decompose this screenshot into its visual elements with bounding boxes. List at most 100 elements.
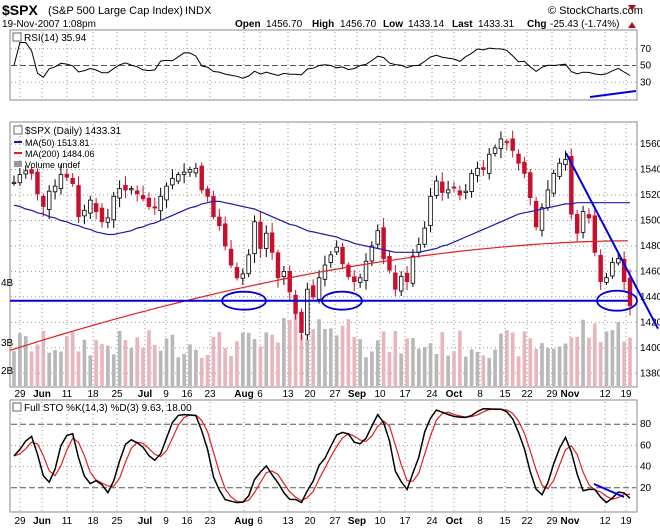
volume-bar (100, 344, 104, 386)
candle-body (23, 170, 28, 175)
volume-bar (147, 330, 151, 386)
volume-bar (575, 336, 580, 386)
collapse-arrow-icon[interactable] (628, 22, 636, 28)
volume-bar (229, 356, 233, 386)
volume-bar (323, 328, 327, 386)
candle-body (363, 260, 369, 282)
volume-bar (358, 339, 362, 386)
volume-bar (94, 339, 98, 386)
x-tick-label-bottom: 19 (620, 516, 632, 527)
volume-bar (481, 355, 486, 386)
candle-body (604, 277, 609, 283)
volume-bar (334, 335, 339, 386)
volume-bar (387, 352, 392, 386)
sto-d-line (13, 408, 631, 503)
date-label: 19-Nov-2007 1:08pm (2, 19, 96, 30)
candle-body (440, 181, 445, 193)
x-tick-label-bottom: 22 (521, 516, 533, 527)
candle-body (563, 158, 568, 166)
candle-body (217, 216, 222, 226)
volume-bar (381, 331, 386, 386)
rsi-checkbox-icon[interactable] (12, 32, 22, 42)
candle-body (522, 161, 527, 174)
price-tick-label: 1420 (640, 317, 660, 328)
volume-bar (47, 352, 52, 386)
candle-body (99, 207, 105, 223)
ma50-label: MA(50) 1513.81 (25, 138, 90, 148)
high-value: 1456.70 (340, 19, 377, 30)
sto-legend: Full STO %K(14,3) %D(3) 9.63, 18.00 (12, 402, 192, 414)
candle-body (176, 174, 181, 182)
open-value: 1456.70 (266, 19, 303, 30)
price-tick-label: 1480 (640, 241, 660, 252)
volume-bar (434, 354, 439, 386)
candle-body (123, 184, 128, 191)
menu-arrow-icon[interactable] (628, 5, 636, 11)
candle-body (398, 276, 404, 292)
volume-bar (628, 337, 632, 386)
volume-bar (370, 351, 374, 386)
volume-bar (188, 344, 192, 386)
x-tick-label: Sep (348, 389, 366, 400)
volume-tick-label: 3B (1, 338, 14, 349)
annotations (10, 90, 659, 498)
candle-body (152, 206, 158, 209)
candle-body (299, 311, 304, 333)
volume-bar (317, 319, 321, 386)
volume-bar (35, 344, 40, 386)
candle-body (528, 172, 533, 198)
candle-body (322, 264, 328, 280)
candle-body (275, 252, 281, 279)
candle-body (580, 211, 586, 233)
x-tick-label-bottom: 15 (499, 516, 511, 527)
volume-bar (258, 346, 263, 386)
candle-body (58, 174, 64, 190)
x-tick-label: Jun (33, 389, 51, 400)
rsi-level-label: 70 (640, 44, 652, 55)
volume-bar (205, 354, 210, 386)
x-tick-label: Oct (446, 389, 463, 400)
x-tick-label-bottom: 23 (204, 516, 216, 527)
candle-body (117, 188, 122, 199)
volume-bar (364, 357, 368, 386)
sto-panel (9, 399, 638, 513)
volume-tick-label: 2B (1, 366, 14, 377)
sto-checkbox-icon[interactable] (12, 402, 22, 412)
candle-body (328, 254, 334, 263)
candle-body (357, 277, 363, 283)
volume-bar (41, 330, 46, 386)
volume-bar (469, 349, 474, 386)
x-tick-label-bottom: 29 (14, 516, 26, 527)
x-tick-label-bottom: Jun (33, 516, 51, 527)
volume-bar (340, 325, 345, 386)
volume-bar (106, 345, 110, 386)
volume-bar (328, 328, 333, 386)
candle-body (64, 173, 70, 178)
price-tick-label: 1500 (640, 215, 660, 226)
candle-body (340, 246, 345, 265)
volume-bar (123, 340, 128, 386)
candle-body (616, 258, 621, 264)
price-tick-label: 1460 (640, 266, 660, 277)
x-tick-label: 15 (499, 389, 511, 400)
candle-body (111, 195, 116, 221)
x-tick-label-bottom: 11 (62, 516, 73, 527)
price-checkbox-icon[interactable] (13, 125, 23, 135)
volume-bar (604, 331, 609, 386)
volume-bar (557, 346, 562, 386)
volume-bar (393, 330, 398, 386)
candle-body (264, 232, 269, 249)
volume-bar (422, 347, 427, 386)
candle-body (211, 196, 216, 218)
x-tick-label: 17 (399, 389, 411, 400)
candle-body (193, 167, 199, 174)
candle-body (158, 195, 163, 212)
candle-body (11, 181, 17, 184)
candle-body (551, 172, 556, 194)
volume-bar (240, 332, 245, 386)
volume-bar (264, 332, 269, 386)
volume-bar (346, 319, 351, 386)
candle-body (35, 171, 40, 195)
candle-body (516, 153, 521, 164)
rsi-label: RSI(14) 35.94 (24, 33, 87, 44)
